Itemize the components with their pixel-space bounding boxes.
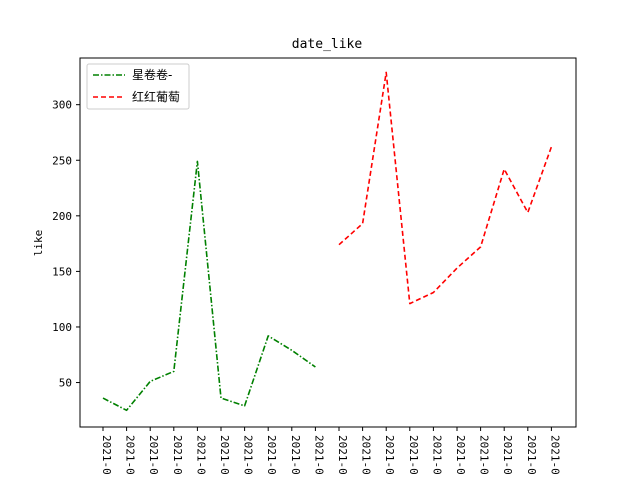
x-tick-label: 2021-0 <box>242 435 255 475</box>
x-tick-label: 2021-0 <box>100 435 113 475</box>
chart-title: date_like <box>292 37 363 52</box>
plot-area-frame <box>79 57 577 428</box>
x-tick-label: 2021-0 <box>383 435 396 475</box>
y-axis-label: like <box>32 230 45 257</box>
x-tick-label: 2021-0 <box>147 435 160 475</box>
x-tick-label: 2021-0 <box>478 435 491 475</box>
x-tick-label: 2021-0 <box>218 435 231 475</box>
y-tick-label: 50 <box>59 377 72 390</box>
x-tick-label: 2021-0 <box>548 435 561 475</box>
x-tick-label: 2021-0 <box>525 435 538 475</box>
y-tick-label: 250 <box>52 154 72 167</box>
x-tick-label: 2021-0 <box>336 435 349 475</box>
x-tick-label: 2021-0 <box>501 435 514 475</box>
x-tick-label: 2021-0 <box>360 435 373 475</box>
x-tick-label: 2021-0 <box>171 435 184 475</box>
x-tick-label: 2021-0 <box>194 435 207 475</box>
y-tick-label: 200 <box>52 210 72 223</box>
x-tick-label: 2021-0 <box>430 435 443 475</box>
y-tick-label: 150 <box>52 265 72 278</box>
y-axis-ticks: 50 100 150 200 250 300 <box>52 99 80 390</box>
legend-label-series-1: 星卷卷- <box>132 67 172 82</box>
x-tick-label: 2021-0 <box>407 435 420 475</box>
x-tick-label: 2021-0 <box>454 435 467 475</box>
x-tick-label: 2021-0 <box>289 435 302 475</box>
x-tick-label: 2021-0 <box>265 435 278 475</box>
series-line-2 <box>338 71 553 305</box>
legend-label-series-2: 红红葡萄 <box>132 89 180 104</box>
legend: 星卷卷- 红红葡萄 <box>86 63 190 110</box>
y-tick-label: 100 <box>52 321 72 334</box>
x-axis-ticks: 2021-0 2021-0 2021-0 2021-0 2021-0 2021-0 2021… <box>100 427 561 475</box>
y-tick-label: 300 <box>52 99 72 112</box>
series-line-1 <box>102 160 316 412</box>
x-tick-label: 2021-0 <box>124 435 137 475</box>
series-layer <box>102 71 553 412</box>
x-tick-label: 2021-0 <box>312 435 325 475</box>
